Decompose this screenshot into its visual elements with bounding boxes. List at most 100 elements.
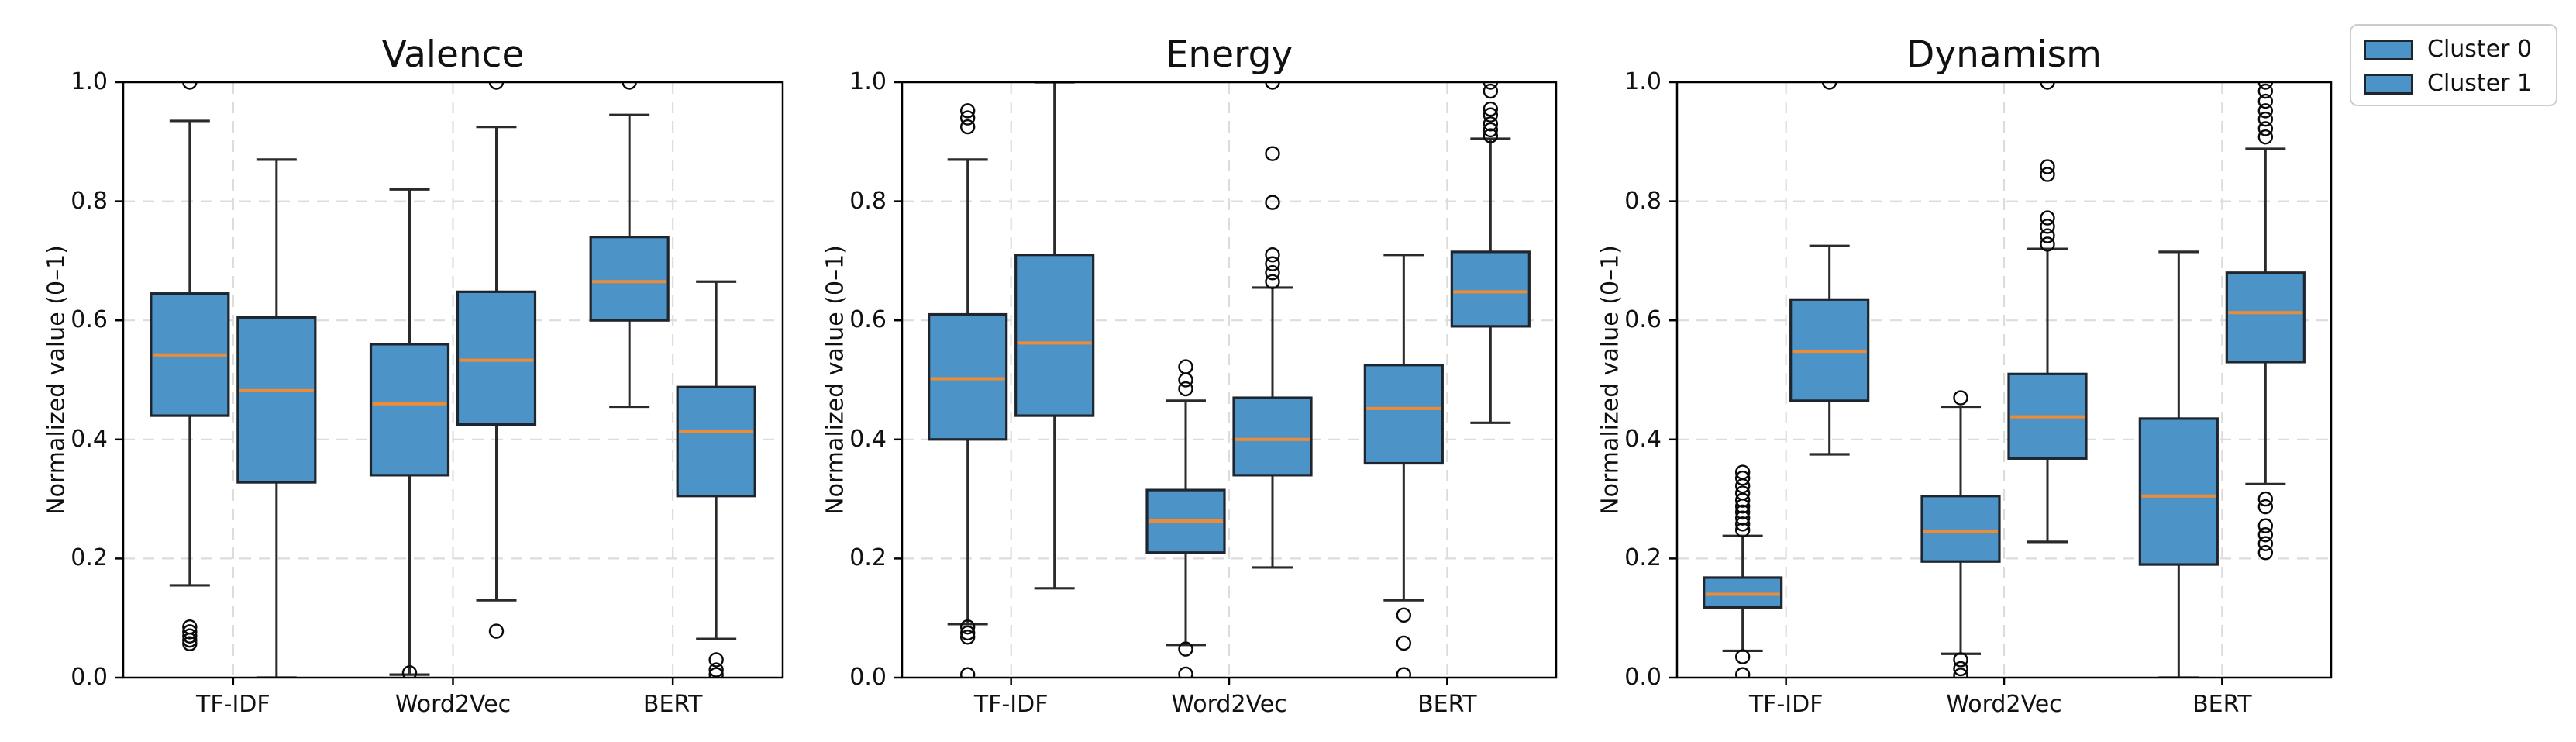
outlier-point [1953,661,1968,677]
y-tick-label: 1.0 [1624,68,1662,95]
outlier-point [2257,93,2274,109]
iqr-box [2225,271,2306,364]
outlier-point [959,103,976,119]
outlier-point [1265,256,1280,271]
outlier-point [1734,667,1751,678]
y-tick-label: 0.6 [71,306,108,334]
x-tick-label: TF-IDF [196,691,270,718]
outlier-point [1483,128,1499,143]
box-group [1920,390,2001,678]
cluster-1-swatch-icon [2364,73,2413,95]
outlier-point [959,630,976,645]
outlier-point [2257,491,2274,507]
box-group [928,103,1008,678]
series-cluster-0 [1703,250,2219,678]
outlier-point [1483,107,1499,123]
x-tick-label: Word2Vec [1171,691,1287,718]
outlier-point [708,662,724,678]
plot-area [1669,81,2333,685]
box-group [1789,82,1870,456]
outlier-point [1178,372,1193,388]
outlier-point [2257,82,2274,90]
outlier-point [2040,167,2055,182]
y-tick-label: 0.6 [1624,306,1662,334]
y-tick-label: 0.2 [71,544,108,572]
gridlines [123,82,783,678]
y-tick-label: 0.8 [1624,187,1662,215]
outlier-point [182,628,198,644]
box-group [1014,82,1095,590]
tick-marks [1669,81,2223,685]
outlier-point [1953,652,1968,668]
outlier-point [1483,122,1499,138]
legend: Cluster 0 Cluster 1 [2350,24,2557,106]
x-tick-label: Word2Vec [394,691,511,718]
boxes-layer [1703,82,2306,678]
outlier-point [2040,236,2055,252]
outlier-point [2257,129,2274,145]
outlier-point [1178,641,1193,657]
outlier-point [622,82,637,90]
plot-area [894,81,1558,685]
outlier-point [1953,390,1968,406]
x-tick-label: TF-IDF [973,691,1049,718]
subplot-title: Dynamism [1906,33,2102,76]
outlier-point [959,667,976,678]
outlier-point [2257,121,2274,136]
y-tick-label: 0.0 [71,664,108,691]
outlier-point [1734,649,1751,664]
outlier-point [1178,381,1193,397]
x-tick-label: BERT [1417,691,1477,718]
outlier-point [2257,499,2274,515]
boxes-layer [928,82,1531,678]
outlier-point [488,82,505,90]
subplot-title: Energy [1165,33,1293,76]
box-group [1145,359,1226,678]
outlier-point [1734,471,1751,486]
outlier-point [2040,219,2055,234]
y-tick-label: 0.0 [1624,664,1662,691]
outlier-point [1483,101,1499,117]
iqr-box [1014,254,1095,417]
series-cluster-1 [236,82,756,678]
gridlines [1677,82,2331,678]
series-cluster-0 [150,82,670,678]
series-cluster-1 [1789,82,2306,561]
tick-marks [115,81,674,685]
outlier-point [1265,146,1280,161]
outlier-point [401,665,418,678]
box-group [2007,82,2088,544]
iqr-box [1703,576,1783,609]
box-group [1450,82,1531,424]
box-group [2138,250,2219,678]
y-tick-label: 0.8 [849,187,887,215]
iqr-box [1920,495,2001,563]
outlier-point [1483,82,1499,90]
y-tick-label: 0.4 [849,425,887,453]
y-axis-label: Normalized value (0–1) [43,245,71,515]
outlier-point [1396,607,1412,623]
legend-label: Cluster 1 [2427,70,2533,97]
legend-label: Cluster 0 [2427,36,2533,63]
box-group [676,280,756,678]
x-tick-label: TF-IDF [1748,691,1824,718]
box-group [150,82,230,651]
outlier-point [1483,83,1499,99]
y-axis-label: Normalized value (0–1) [1596,245,1624,515]
box-group [1363,254,1444,678]
outlier-point [1178,666,1193,678]
y-tick-label: 0.8 [71,187,108,215]
outlier-point [2040,159,2055,174]
outlier-point [1734,510,1751,526]
legend-item-cluster-0: Cluster 0 [2364,33,2556,67]
y-tick-label: 0.0 [849,664,887,691]
outlier-point [182,636,198,651]
outlier-point [1734,504,1751,520]
iqr-box [928,312,1008,441]
iqr-box [1450,250,1531,328]
outlier-point [959,110,976,126]
box-group [2225,82,2306,561]
iqr-box [676,385,756,498]
outlier-point [1265,274,1280,289]
outlier-point [1265,247,1280,263]
